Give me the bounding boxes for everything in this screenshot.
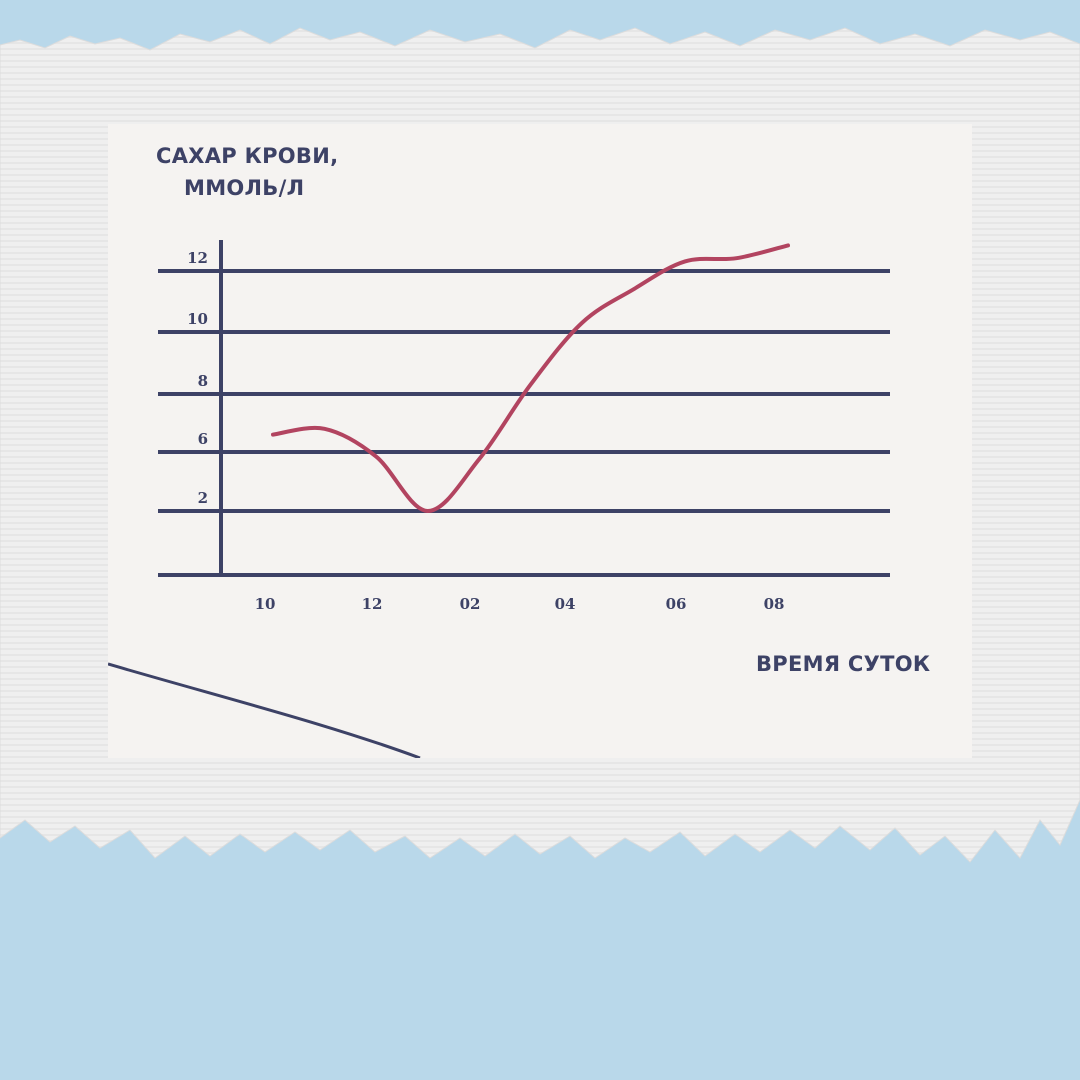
y-axis-label-line-2: ММОЛЬ/Л: [184, 176, 305, 200]
x-tick-label: 06: [666, 595, 687, 613]
x-tick-labels: 10 12 02 04 06 08: [255, 595, 785, 613]
x-tick-label: 10: [255, 595, 276, 613]
chart-card: САХАР КРОВИ, ММОЛЬ/Л 12 10 8 6 2 10 12 02 04 06 0…: [108, 124, 972, 758]
y-tick-label: 8: [198, 372, 208, 390]
y-axis-label-line-1: САХАР КРОВИ,: [156, 144, 339, 168]
decorative-diagonal-line: [108, 662, 421, 758]
x-tick-label: 08: [764, 595, 785, 613]
blood-sugar-chart: 12 10 8 6 2 10 12 02 04 06 08: [108, 240, 890, 758]
x-tick-label: 02: [460, 595, 481, 613]
x-axis-label: ВРЕМЯ СУТОК: [756, 652, 931, 676]
x-tick-label: 04: [555, 595, 576, 613]
y-tick-label: 10: [187, 310, 208, 328]
x-tick-label: 12: [362, 595, 383, 613]
y-tick-label: 12: [187, 249, 208, 267]
y-tick-label: 6: [198, 430, 208, 448]
blood-sugar-curve: [271, 243, 790, 514]
y-tick-label: 2: [198, 489, 208, 507]
y-tick-labels: 12 10 8 6 2: [187, 249, 208, 507]
